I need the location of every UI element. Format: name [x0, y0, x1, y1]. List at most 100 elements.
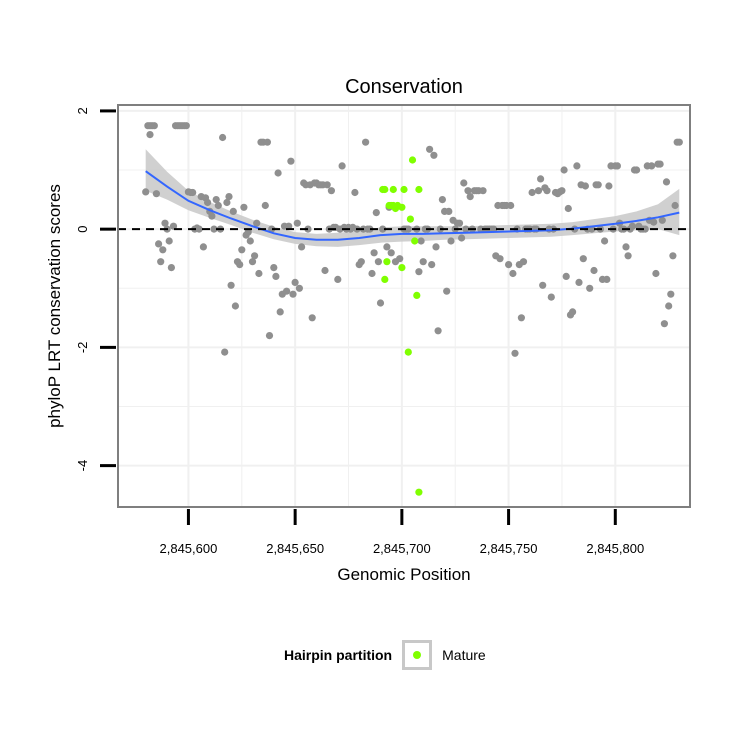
data-point-other: [208, 212, 216, 220]
data-point-other: [357, 258, 365, 266]
data-point-other: [195, 225, 203, 233]
data-point-other: [543, 187, 551, 195]
data-point-other: [464, 187, 472, 195]
data-point-other: [675, 138, 683, 146]
data-point-other: [212, 196, 220, 204]
y-tick-label: -4: [75, 460, 90, 472]
data-point-other: [157, 258, 165, 266]
data-point-other: [511, 349, 519, 357]
smooth-trend-line: [145, 170, 680, 241]
y-axis-title: phyloP LRT conservation scores: [45, 184, 64, 428]
data-point-other: [255, 269, 263, 278]
data-point-other: [404, 225, 412, 233]
data-point-other: [291, 278, 299, 286]
data-point-other: [251, 252, 259, 260]
data-point-other: [426, 145, 434, 153]
data-point-mature: [398, 264, 406, 272]
data-point-other: [601, 237, 609, 245]
data-point-other: [253, 219, 261, 227]
data-point-other: [323, 181, 331, 189]
data-point-other: [362, 138, 370, 146]
data-point-other: [455, 219, 464, 227]
data-point-other: [276, 308, 284, 316]
data-point-other: [321, 266, 329, 275]
data-point-other: [466, 193, 474, 201]
data-point-mature: [415, 488, 423, 496]
data-point-other: [581, 182, 590, 190]
data-point-other: [415, 268, 423, 276]
data-point-other: [263, 138, 271, 146]
data-point-other: [432, 243, 440, 251]
data-point-other: [165, 237, 173, 245]
data-point-other: [248, 258, 257, 266]
data-point-other: [155, 240, 163, 248]
lines-layer: [118, 170, 690, 241]
data-point-other: [430, 151, 438, 159]
data-point-other: [396, 255, 404, 263]
data-point-other: [458, 234, 466, 242]
data-point-other: [289, 290, 297, 298]
data-point-mature: [389, 185, 397, 194]
data-point-other: [214, 201, 222, 210]
legend-key-mature: [402, 640, 433, 670]
data-point-other: [558, 187, 566, 195]
data-point-mature: [415, 185, 423, 194]
data-point-other: [204, 198, 212, 207]
data-point-other: [507, 201, 515, 210]
data-point-other: [285, 222, 293, 230]
data-point-other: [308, 314, 316, 322]
data-point-other: [447, 237, 455, 245]
data-point-other: [605, 182, 613, 190]
data-point-other: [338, 162, 346, 170]
data-point-other: [240, 203, 248, 211]
data-point-other: [244, 228, 252, 236]
data-point-other: [652, 269, 660, 278]
data-point-other: [665, 302, 673, 310]
data-point-other: [229, 207, 237, 215]
legend-title: Hairpin partition: [284, 647, 393, 663]
data-point-other: [376, 299, 385, 307]
y-tick-label: 0: [75, 225, 90, 232]
data-point-other: [613, 162, 622, 170]
data-point-other: [227, 281, 235, 289]
x-tick-label: 2,845,600: [160, 541, 218, 556]
data-point-other: [167, 264, 175, 272]
data-point-other: [374, 258, 382, 266]
data-point-other: [462, 225, 470, 233]
data-point-other: [590, 266, 598, 275]
data-point-other: [219, 133, 227, 142]
y-axis: -4 -2 0 2: [75, 107, 116, 471]
data-point-other: [189, 188, 197, 197]
data-point-other: [236, 261, 244, 269]
data-point-other: [387, 249, 395, 257]
data-point-other: [231, 302, 239, 310]
data-point-mature: [413, 291, 421, 299]
data-point-mature: [398, 203, 406, 211]
data-point-other: [210, 225, 218, 233]
y-tick-label: -2: [75, 342, 90, 354]
data-point-other: [505, 261, 513, 269]
legend-label-mature: Mature: [442, 647, 486, 663]
data-point-other: [238, 246, 246, 254]
y-tick-label: 2: [75, 107, 90, 114]
data-point-other: [539, 281, 547, 289]
data-point-other: [370, 249, 378, 257]
data-point-other: [152, 190, 160, 198]
data-point-other: [368, 269, 376, 278]
data-point-mature: [383, 258, 391, 266]
data-point-other: [298, 243, 306, 251]
data-point-other: [603, 275, 611, 283]
data-point-other: [519, 258, 528, 266]
data-point-other: [671, 201, 679, 210]
data-point-other: [270, 264, 278, 272]
data-point-other: [287, 157, 295, 165]
data-point-other: [221, 348, 229, 356]
data-point-mature: [408, 156, 417, 164]
data-point-other: [517, 314, 526, 322]
data-point-other: [534, 187, 543, 195]
x-tick-label: 2,845,700: [373, 541, 431, 556]
data-point-other: [579, 255, 587, 263]
data-point-mature: [411, 237, 419, 245]
data-point-other: [633, 166, 641, 174]
